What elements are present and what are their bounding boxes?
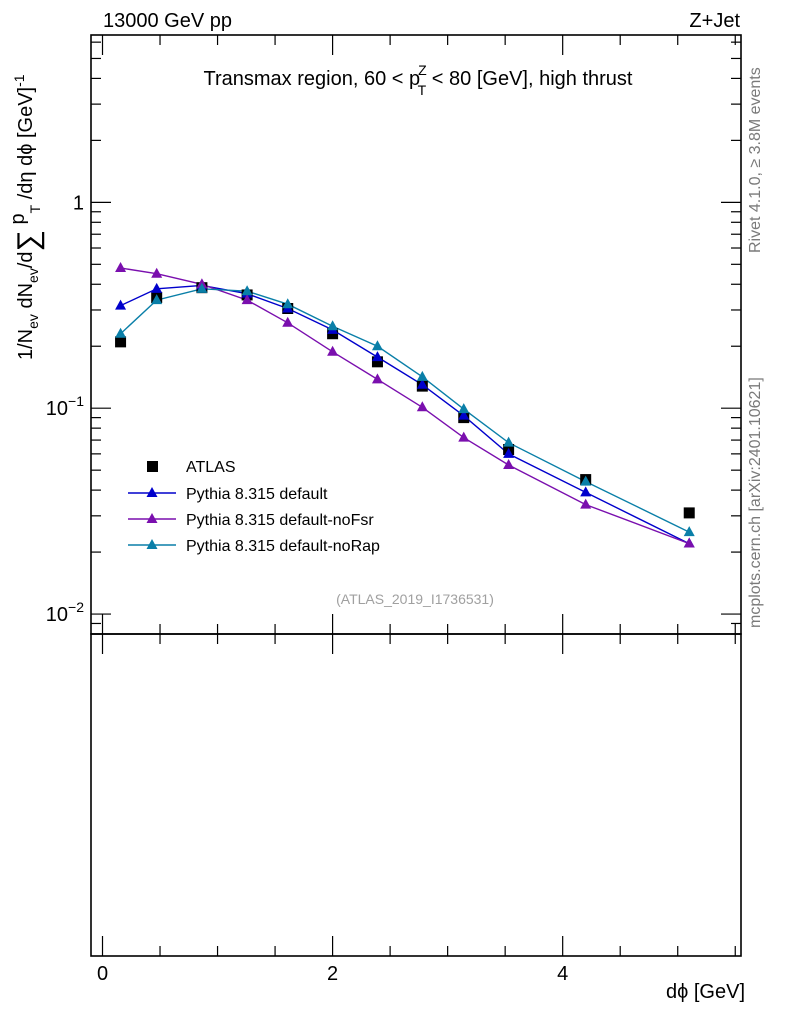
y-label-a-sub: ev: [25, 314, 41, 329]
series-3-point: [115, 327, 127, 338]
x-axis-label: dϕ [GeV]: [666, 981, 745, 1003]
legend-marker-default: [146, 487, 158, 497]
legend-label-atlas: ATLAS: [186, 459, 236, 476]
y-label-c: /d: [15, 251, 37, 268]
y-tick-label-base: 10: [46, 604, 68, 626]
series-3-point: [282, 298, 294, 309]
series-3-point: [503, 436, 515, 447]
series-line-3: [120, 288, 690, 533]
atlas-point: [683, 507, 695, 519]
legend: ATLAS Pythia 8.315 default Pythia 8.315 …: [128, 459, 380, 555]
y-tick-label-base: 1: [73, 192, 84, 214]
y-label-e-sup: -1: [11, 74, 27, 87]
series-2-point: [503, 458, 515, 469]
series-2-point: [580, 498, 592, 509]
y-label-b-sub: ev: [25, 268, 41, 283]
y-label-e: /dη dϕ [GeV]: [15, 87, 37, 205]
series-3-point: [196, 282, 208, 293]
series-2-point: [241, 294, 253, 305]
series-2-point: [282, 316, 294, 327]
series-1-point: [416, 378, 428, 389]
y-tick-label-exp: −2: [68, 599, 84, 615]
series-3-point: [241, 285, 253, 296]
plot-title-sub: T: [418, 82, 427, 98]
legend-label-default: Pythia 8.315 default: [186, 486, 328, 503]
y-label-b: dN: [15, 283, 37, 314]
legend-label-norap: Pythia 8.315 default-noRap: [186, 538, 380, 555]
y-label-sum: ∑: [12, 230, 45, 251]
series-2-point: [458, 431, 470, 442]
y-tick-label-exp: −1: [68, 393, 84, 409]
series-line-1: [120, 284, 690, 545]
series-3-point: [458, 403, 470, 414]
header-energy-label: 13000 GeV pp: [103, 10, 232, 32]
x-axis-ticks: 0 2 4: [97, 35, 736, 985]
series-3-point: [371, 340, 383, 351]
series-1-point: [458, 409, 470, 420]
series-2-point: [327, 345, 339, 356]
legend-marker-norap: [146, 539, 158, 549]
rivet-version-label: Rivet 4.1.0, ≥ 3.8M events: [747, 67, 764, 253]
series-1-point: [151, 282, 163, 293]
y-tick-label: 10−1: [46, 393, 84, 420]
series-2-point: [115, 261, 127, 272]
series-2-point: [683, 537, 695, 548]
atlas-point: [371, 356, 383, 368]
plot-title-after: < 80 [GeV], high thrust: [426, 68, 633, 90]
series-1-point: [580, 486, 592, 497]
plot-title-before: Transmax region, 60 < p: [204, 68, 421, 90]
ratio-plot-frame: [90, 633, 742, 957]
series-1-point: [371, 351, 383, 362]
series-3-point: [416, 370, 428, 381]
series-3-point: [683, 526, 695, 537]
plot-title-sup: Z: [418, 62, 427, 78]
series-1-point: [503, 447, 515, 458]
series-1-point: [115, 299, 127, 310]
y-label-d: p: [7, 213, 29, 230]
series-2-point: [371, 373, 383, 384]
y-label-a: 1/N: [15, 329, 37, 360]
data-series: [115, 261, 695, 548]
header-process-label: Z+Jet: [689, 10, 740, 32]
series-2-point: [151, 267, 163, 278]
series-3-point: [327, 320, 339, 331]
y-tick-label: 1: [73, 192, 84, 214]
y-tick-label-base: 10: [46, 398, 68, 420]
y-tick-label: 10−2: [46, 599, 84, 626]
legend-marker-nofsr: [146, 513, 158, 523]
series-3-point: [580, 475, 592, 486]
y-axis-label: 1/Nev dNev/d∑ pT /dη dϕ [GeV]-1: [7, 74, 45, 360]
mcplots-label: mcplots.cern.ch [arXiv:2401.10621]: [747, 377, 764, 628]
x-tick-label: 4: [557, 963, 568, 985]
legend-marker-atlas: [147, 461, 158, 472]
x-tick-label: 2: [327, 963, 338, 985]
y-label-d-sub: T: [27, 204, 43, 213]
atlas-point: [115, 336, 127, 348]
series-3-point: [151, 294, 163, 305]
series-line-2: [120, 267, 690, 545]
series-2-point: [416, 401, 428, 412]
legend-label-nofsr: Pythia 8.315 default-noFsr: [186, 512, 374, 529]
x-tick-label: 0: [97, 963, 108, 985]
y-axis-ticks: 10−210−11: [46, 41, 741, 635]
analysis-watermark: (ATLAS_2019_I1736531): [336, 591, 494, 607]
plot-title: Transmax region, 60 < pZ T < 80 [GeV], hi…: [204, 62, 633, 98]
